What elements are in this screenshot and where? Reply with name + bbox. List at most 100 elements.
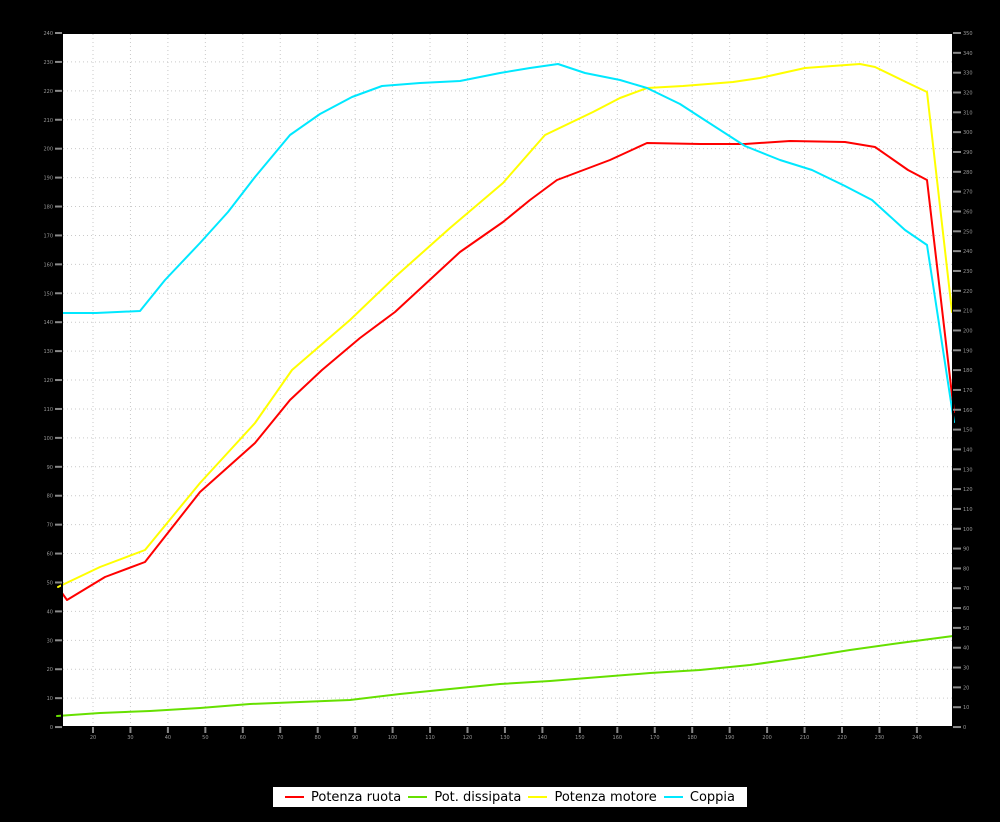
x-tick-label: 170 [650, 735, 660, 741]
legend: Potenza ruota Pot. dissipata Potenza mot… [272, 786, 748, 808]
left-tick-label: 120 [43, 378, 53, 384]
left-tick-label: 230 [43, 60, 53, 66]
legend-label: Potenza motore [554, 789, 657, 805]
right-tick-label: 90 [963, 547, 969, 553]
right-tick-label: 330 [963, 71, 973, 77]
right-tick-label: 40 [963, 646, 969, 652]
series-line-pot-dissipata [56, 635, 954, 717]
left-tick-label: 0 [50, 725, 53, 731]
right-tick-label: 180 [963, 368, 973, 374]
right-tick-label: 130 [963, 467, 973, 473]
x-tick-label: 240 [912, 735, 922, 741]
legend-item-potenza-ruota: Potenza ruota [285, 791, 401, 804]
right-tick-label: 190 [963, 348, 973, 354]
left-tick-label: 60 [47, 552, 53, 558]
x-tick-label: 200 [762, 735, 772, 741]
legend-swatch-potenza-ruota [285, 796, 304, 798]
x-tick-label: 90 [352, 735, 358, 741]
series-line-potenza-ruota [61, 140, 955, 601]
right-tick-label: 320 [963, 90, 973, 96]
left-tick-label: 130 [43, 349, 53, 355]
right-tick-label: 310 [963, 110, 973, 116]
right-tick-label: 50 [963, 626, 969, 632]
right-tick-label: 250 [963, 229, 973, 235]
x-tick-label: 220 [837, 735, 847, 741]
x-tick-label: 30 [127, 735, 133, 741]
right-tick-label: 340 [963, 51, 973, 57]
left-tick-label: 190 [43, 176, 53, 182]
left-tick-label: 80 [47, 494, 53, 500]
series-line-coppia [61, 63, 955, 423]
right-tick-label: 240 [963, 249, 973, 255]
x-tick-label: 20 [90, 735, 96, 741]
right-tick-label: 290 [963, 150, 973, 156]
x-tick-label: 130 [500, 735, 510, 741]
x-tick-label: 100 [388, 735, 398, 741]
right-tick-label: 70 [963, 586, 969, 592]
left-tick-label: 240 [43, 31, 53, 37]
x-tick-label: 80 [315, 735, 321, 741]
right-tick-label: 220 [963, 289, 973, 295]
legend-swatch-potenza-motore [528, 796, 548, 798]
right-tick-label: 20 [963, 685, 969, 691]
right-tick-label: 150 [963, 428, 973, 434]
right-tick-label: 140 [963, 447, 973, 453]
left-tick-label: 30 [47, 638, 53, 644]
right-tick-label: 110 [963, 507, 973, 513]
left-tick-label: 50 [47, 580, 53, 586]
x-tick-label: 140 [538, 735, 548, 741]
left-tick-label: 220 [43, 89, 53, 95]
x-tick-label: 120 [463, 735, 473, 741]
right-tick-label: 260 [963, 209, 973, 215]
left-tick-label: 210 [43, 118, 53, 124]
x-tick-label: 210 [800, 735, 810, 741]
right-tick-label: 100 [963, 527, 973, 533]
right-tick-label: 160 [963, 408, 973, 414]
x-tick-label: 150 [575, 735, 585, 741]
left-tick-label: 70 [47, 523, 53, 529]
legend-label: Potenza ruota [311, 789, 402, 805]
x-tick-label: 60 [240, 735, 246, 741]
legend-item-coppia: Coppia [663, 789, 735, 805]
right-tick-label: 210 [963, 309, 973, 315]
x-tick-label: 110 [425, 735, 435, 741]
right-tick-label: 350 [963, 31, 973, 37]
x-tick-label: 50 [202, 735, 208, 741]
left-tick-label: 160 [43, 262, 53, 268]
right-tick-label: 280 [963, 170, 973, 176]
x-tick-label: 70 [277, 735, 283, 741]
left-tick-label: 180 [43, 205, 53, 211]
right-tick-label: 120 [963, 487, 973, 493]
right-tick-label: 80 [963, 566, 969, 572]
left-tick-label: 140 [43, 320, 53, 326]
right-tick-label: 60 [963, 606, 969, 612]
left-tick-label: 10 [47, 696, 53, 702]
left-tick-label: 200 [43, 147, 53, 153]
x-tick-label: 190 [725, 735, 735, 741]
right-tick-label: 300 [963, 130, 973, 136]
left-tick-label: 90 [47, 465, 53, 471]
left-tick-label: 40 [47, 609, 53, 615]
x-tick-label: 40 [165, 735, 171, 741]
left-tick-label: 100 [43, 436, 53, 442]
legend-label: Pot. dissipata [434, 789, 522, 805]
series-line-potenza-motore [57, 63, 953, 588]
legend-item-potenza-motore: Potenza motore [528, 789, 657, 805]
right-tick-label: 230 [963, 269, 973, 275]
right-tick-label: 30 [963, 666, 969, 672]
right-tick-label: 170 [963, 388, 973, 394]
right-tick-label: 200 [963, 328, 973, 334]
legend-swatch-coppia [663, 796, 683, 798]
legend-label: Coppia [689, 789, 735, 805]
x-tick-label: 180 [687, 735, 697, 741]
right-tick-label: 10 [963, 705, 969, 711]
legend-swatch-pot-dissipata [408, 796, 428, 798]
left-tick-label: 110 [43, 407, 53, 413]
right-tick-label: 270 [963, 190, 973, 196]
right-tick-label: 0 [963, 725, 966, 731]
x-tick-label: 230 [875, 735, 885, 741]
left-tick-label: 150 [43, 291, 53, 297]
x-tick-label: 160 [613, 735, 623, 741]
